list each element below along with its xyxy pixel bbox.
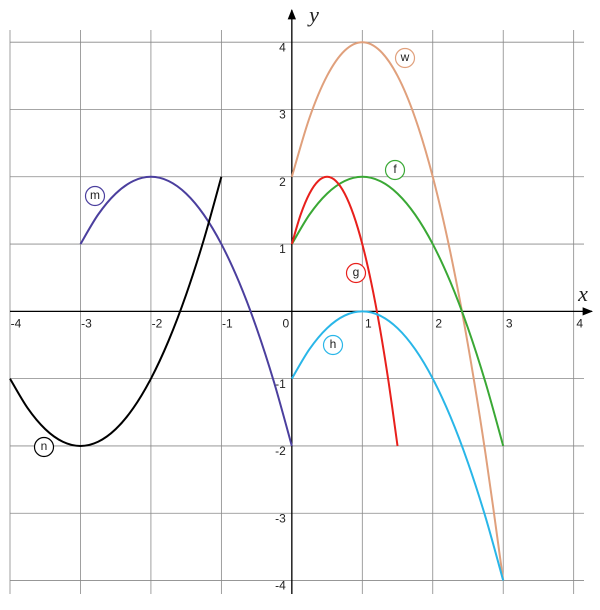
curve [290,310,505,581]
x-tick-label: -2 [152,317,163,331]
y-tick-label: -2 [275,444,286,458]
x-tick-label: -4 [11,317,22,331]
x-tick-label: -3 [81,317,92,331]
curve-label-circle [394,47,416,69]
curve-label-circle [33,436,55,458]
curve [290,41,505,581]
y-tick-label: -4 [275,579,286,593]
curve-label: f [393,162,397,176]
curve-label-circle [384,159,406,181]
y-tick-label: -3 [275,511,286,525]
y-tick-label: -1 [275,377,286,391]
curve [79,175,293,447]
x-tick-label: 2 [435,317,442,331]
y-tick-label: 1 [279,242,286,256]
x-tick-label: 4 [576,317,583,331]
curve-label: w [400,50,410,64]
curve [290,175,399,447]
curve [9,176,223,447]
x-tick-label: 1 [365,317,372,331]
x-tick-label: -1 [222,317,233,331]
curve-label: h [330,337,337,351]
x-tick-label: 0 [282,317,289,331]
y-tick-label: 4 [279,40,286,54]
curve [290,175,505,447]
y-tick-label: 3 [279,108,286,122]
x-tick-label: 3 [506,317,513,331]
curve-label-circle [345,262,367,284]
y-tick-label: 2 [279,175,286,189]
curve-label: m [90,188,100,202]
x-axis-label: x [577,281,588,306]
curve-label-circle [84,185,106,207]
curve-label: g [353,265,360,279]
curve-label-circle [322,334,344,356]
y-axis-label: y [307,2,319,27]
curve-label: n [41,439,48,453]
